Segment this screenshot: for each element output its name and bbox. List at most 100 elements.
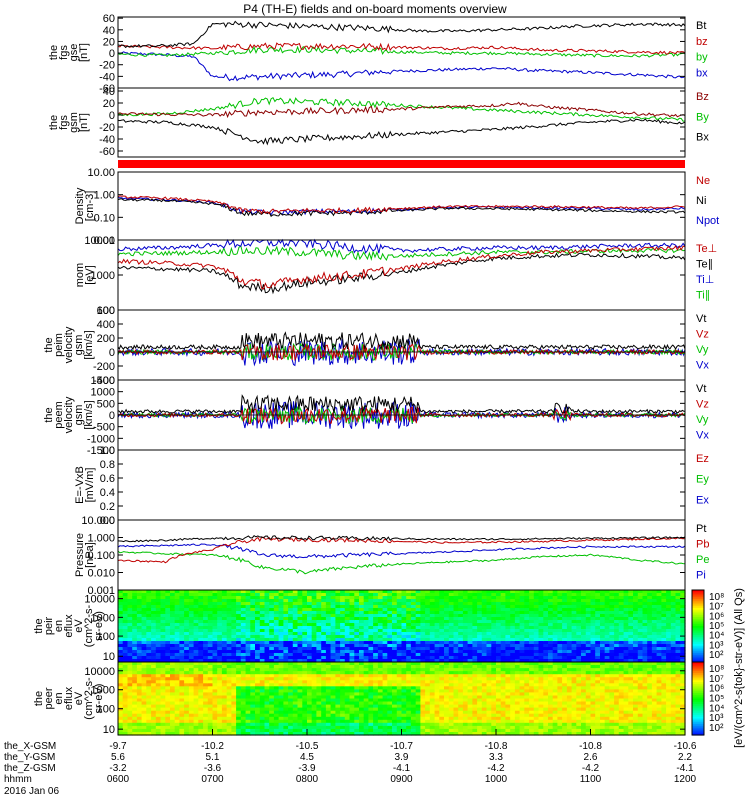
heatmap-cell (283, 656, 289, 660)
heatmap-cell (609, 653, 615, 657)
heatmap-cell (160, 656, 166, 660)
heatmap-cell (288, 707, 294, 712)
heatmap-cell (231, 725, 237, 730)
heatmap-cell (557, 593, 563, 597)
heatmap-cell (533, 647, 540, 651)
heatmap-cell (240, 674, 247, 678)
heatmap-cell (354, 692, 360, 696)
heatmap-cell (335, 683, 341, 687)
heatmap-cell (429, 668, 436, 672)
heatmap-cell (255, 722, 261, 727)
heatmap-cell (340, 662, 346, 666)
heatmap-cell (557, 614, 563, 618)
heatmap-cell (335, 593, 341, 597)
heatmap-cell (458, 635, 464, 639)
heatmap-cell (273, 695, 280, 700)
heatmap-cell (600, 605, 606, 609)
heatmap-cell (325, 677, 332, 681)
heatmap-cell (377, 689, 384, 693)
heatmap-cell (467, 590, 473, 594)
heatmap-cell (406, 671, 412, 675)
heatmap-cell (533, 656, 540, 660)
heatmap-cell (467, 650, 473, 654)
heatmap-cell (207, 677, 214, 681)
heatmap-cell (217, 668, 223, 672)
heatmap-cell (401, 605, 407, 609)
heatmap-cell (226, 653, 232, 657)
heatmap-cell (656, 605, 662, 609)
heatmap-cell (193, 689, 199, 693)
heatmap-cell (344, 713, 351, 718)
heatmap-cell (462, 668, 469, 672)
heatmap-cell (477, 614, 483, 618)
heatmap-cell (193, 695, 199, 700)
heatmap-cell (415, 605, 421, 609)
heatmap-cell (340, 647, 346, 651)
heatmap-cell (396, 704, 403, 709)
heatmap-cell (453, 695, 459, 700)
heatmap-cell (127, 608, 133, 612)
heatmap-cell (344, 728, 351, 733)
heatmap-cell (155, 599, 162, 603)
heatmap-cell (340, 686, 346, 690)
heatmap-cell (373, 614, 379, 618)
heatmap-cell (236, 704, 242, 709)
heatmap-cell (666, 611, 672, 615)
heatmap-cell (590, 638, 596, 642)
heatmap-cell (420, 590, 426, 594)
heatmap-cell (514, 590, 521, 594)
heatmap-cell (255, 656, 261, 660)
heatmap-cell (118, 638, 124, 642)
heatmap-cell (231, 665, 237, 669)
heatmap-cell (151, 611, 157, 615)
heatmap-cell (259, 692, 266, 696)
heatmap-cell (529, 620, 535, 624)
heatmap-cell (363, 707, 369, 712)
heatmap-cell (212, 704, 218, 709)
heatmap-cell (373, 656, 379, 660)
y-axis-label: en (53, 620, 65, 632)
heatmap-cell (160, 728, 166, 733)
heatmap-cell (311, 623, 317, 627)
heatmap-cell (151, 732, 157, 736)
heatmap-cell (373, 692, 379, 696)
heatmap-cell (434, 650, 440, 654)
heatmap-cell (633, 614, 639, 618)
heatmap-cell (273, 668, 280, 672)
heatmap-cell (425, 662, 431, 666)
heatmap-cell (264, 725, 270, 730)
heatmap-cell (467, 680, 473, 684)
heatmap-cell (415, 665, 421, 669)
heatmap-cell (141, 638, 147, 642)
heatmap-cell (278, 659, 284, 663)
heatmap-cell (259, 596, 266, 600)
heatmap-cell (392, 728, 398, 733)
heatmap-cell (231, 611, 237, 615)
heatmap-cell (203, 599, 209, 603)
heatmap-cell (519, 659, 525, 663)
heatmap-cell (453, 716, 459, 721)
heatmap-cell (141, 686, 147, 690)
heatmap-cell (623, 617, 629, 621)
heatmap-cell (165, 614, 171, 618)
heatmap-cell (496, 659, 502, 663)
heatmap-cell (387, 611, 393, 615)
heatmap-cell (609, 605, 615, 609)
series-line-Bz (117, 101, 686, 119)
heatmap-cell (552, 590, 558, 594)
heatmap-cell (250, 617, 256, 621)
heatmap-cell (392, 704, 398, 709)
legend-label-Bz: Bz (696, 91, 709, 103)
heatmap-cell (122, 722, 128, 727)
heatmap-cell (637, 656, 644, 660)
heatmap-cell (420, 605, 426, 609)
heatmap-cell (472, 683, 478, 687)
heatmap-cell (373, 644, 379, 648)
heatmap-cell (132, 632, 138, 636)
heatmap-cell (368, 732, 374, 736)
heatmap-cell (576, 644, 582, 648)
heatmap-cell (396, 611, 403, 615)
heatmap-cell (240, 635, 247, 639)
heatmap-cell (221, 725, 228, 730)
heatmap-cell (500, 608, 506, 612)
